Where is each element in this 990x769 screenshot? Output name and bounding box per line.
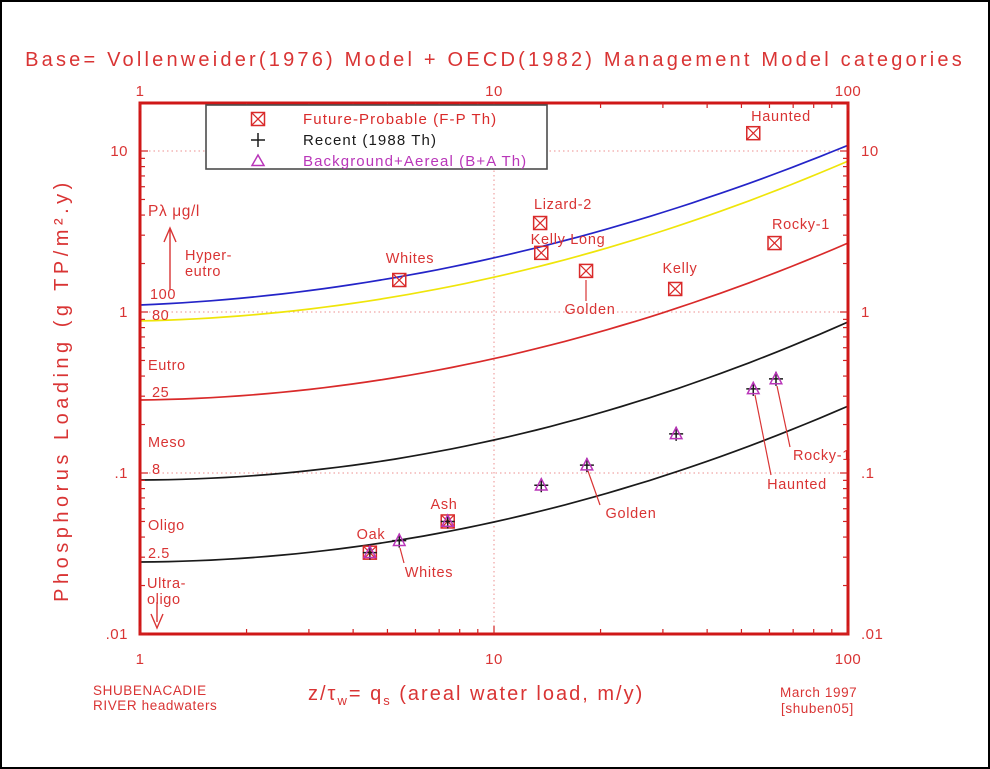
date-note: March 1997 xyxy=(780,685,857,700)
zone-label-ultra: Ultra- xyxy=(147,576,186,592)
zone-label-8: 8 xyxy=(152,462,161,478)
lake-label-kelly: Kelly xyxy=(663,261,698,277)
zone-label-80: 80 xyxy=(152,308,169,324)
site-note-line1: SHUBENACADIE xyxy=(93,683,207,698)
zone-label-oligo: Oligo xyxy=(148,518,185,534)
plus-icon xyxy=(251,133,265,147)
point-triangle-rocky-1 xyxy=(768,370,784,385)
point-triangle-golden xyxy=(579,456,594,471)
leader-line-whites xyxy=(399,547,405,564)
point-triangle-ash xyxy=(440,513,455,528)
point-labels: Whites Lizard-2 Kelly Long Golden Kelly Haunt… xyxy=(357,109,851,581)
lake-label-kelly long: Kelly Long xyxy=(531,232,606,248)
point-crossed-box-lizard-2 xyxy=(532,215,548,231)
lake-label-oak: Oak xyxy=(357,527,386,543)
lake-label-rocky-1: Rocky-1 xyxy=(793,448,851,464)
lake-label-ash: Ash xyxy=(430,497,457,513)
point-triangle-kelly-long xyxy=(534,477,549,491)
y-tick-right-.01: .01 xyxy=(861,626,883,643)
leader-line-golden xyxy=(587,470,601,506)
point-crossed-box-whites xyxy=(392,272,407,288)
legend: Future-Probable (F-P Th) Recent (1988 Th… xyxy=(205,104,548,170)
zone-labels: Hyper-eutro 100 80 Eutro 25 Meso 8 Oligo 2.5 Ultr… xyxy=(147,248,232,608)
point-crossed-box-haunted xyxy=(746,125,761,141)
point-triangle-haunted xyxy=(746,380,761,395)
model-curves xyxy=(139,144,849,563)
lake-label-golden: Golden xyxy=(606,506,657,522)
zone-label-25: 2.5 xyxy=(148,546,170,562)
x-tick-top-1: 1 xyxy=(136,83,145,100)
triangle-icon xyxy=(250,153,266,167)
zone-label-hyper: Hyper- xyxy=(185,248,232,264)
up-arrow-icon xyxy=(163,226,177,290)
point-triangle-kelly xyxy=(669,425,684,440)
y-tick-left-.1: .1 xyxy=(114,465,128,482)
lake-label-rocky-1: Rocky-1 xyxy=(772,217,830,233)
file-note: [shuben05] xyxy=(781,701,854,716)
point-crossed-box-golden xyxy=(578,263,594,279)
lake-label-whites: Whites xyxy=(386,251,435,267)
y-tick-right-1: 1 xyxy=(861,304,870,321)
site-note-line2: RIVER headwaters xyxy=(93,698,217,713)
x-tick-bottom-10: 10 xyxy=(485,651,503,668)
point-triangle-oak xyxy=(362,544,377,559)
data-points xyxy=(362,125,784,560)
lake-label-haunted: Haunted xyxy=(751,109,811,125)
y-axis-title: Phosphorus Loading (g TP/m².y) xyxy=(51,178,73,602)
zone-label-eutro: Eutro xyxy=(148,358,186,374)
x-axis-title: z/τw= qs (areal water load, m/y) xyxy=(308,683,644,708)
crossed-box-icon xyxy=(250,111,266,127)
x-tick-top-10: 10 xyxy=(485,83,503,100)
zone-label-25: 25 xyxy=(152,385,169,401)
lake-label-golden: Golden xyxy=(565,302,616,318)
y-tick-right-.1: .1 xyxy=(861,465,875,482)
y-tick-right-10: 10 xyxy=(861,143,879,160)
curve-25ugl xyxy=(139,242,849,401)
curve-80ugl xyxy=(139,160,849,322)
point-triangle-whites xyxy=(392,532,407,547)
zone-label-meso: Meso xyxy=(148,435,186,451)
zone-label-oligo: oligo xyxy=(147,592,181,608)
x-tick-bottom-100: 100 xyxy=(835,651,862,668)
axis-tick-labels: 1 1 10 10 100 100 10 10 1 1 .1 .1 .01 .01 xyxy=(106,83,883,668)
zone-label-100: 100 xyxy=(150,287,176,303)
curve-100ugl xyxy=(139,144,849,306)
legend-item-background-aereal: Background+Aereal (B+A Th) xyxy=(303,153,527,170)
p-lambda-label: Pλ μg/l xyxy=(148,203,200,220)
x-tick-bottom-1: 1 xyxy=(136,651,145,668)
lake-label-lizard-2: Lizard-2 xyxy=(534,197,592,213)
point-crossed-box-kelly xyxy=(667,281,683,297)
lake-label-haunted: Haunted xyxy=(767,477,827,493)
down-arrow-icon xyxy=(150,602,164,630)
legend-item-future-probable: Future-Probable (F-P Th) xyxy=(303,111,497,128)
curve-8ugl xyxy=(139,321,849,481)
curve-2.5ugl xyxy=(139,405,849,563)
y-tick-left-1: 1 xyxy=(119,304,128,321)
point-crossed-box-kelly-long xyxy=(534,245,549,261)
lake-label-whites: Whites xyxy=(405,565,454,581)
legend-item-recent: Recent (1988 Th) xyxy=(303,132,437,149)
zone-label-eutro: eutro xyxy=(185,264,221,280)
x-tick-top-100: 100 xyxy=(835,83,862,100)
leader-line-rocky-1 xyxy=(776,385,791,448)
chart-title: Base= Vollenweider(1976) Model + OECD(19… xyxy=(25,49,965,71)
y-tick-left-10: 10 xyxy=(110,143,128,160)
point-crossed-box-rocky-1 xyxy=(767,235,782,251)
y-tick-left-.01: .01 xyxy=(106,626,128,643)
leader-line-haunted xyxy=(754,394,772,476)
legend-box xyxy=(205,104,548,170)
